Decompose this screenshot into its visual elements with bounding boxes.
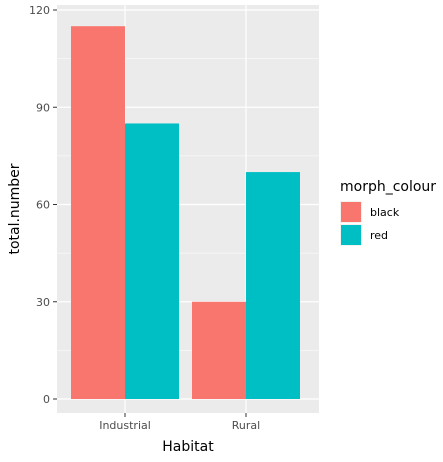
legend: morph_colour black red	[340, 179, 436, 246]
bar-industrial-black	[71, 26, 125, 399]
x-tick-label: Rural	[232, 419, 260, 432]
bar-rural-black	[192, 301, 246, 399]
y-tick-label: 120	[29, 4, 50, 17]
legend-label: black	[370, 206, 400, 219]
bars	[71, 26, 300, 399]
x-axis-title: Habitat	[162, 439, 214, 455]
y-axis-title: total.number	[7, 163, 23, 254]
y-tick-label: 0	[43, 393, 50, 406]
legend-title: morph_colour	[340, 179, 436, 195]
y-tick-label: 90	[36, 101, 50, 114]
bar-rural-red	[246, 172, 300, 399]
legend-items: black red	[340, 201, 400, 246]
bar-industrial-red	[125, 123, 179, 399]
y-tick-label: 60	[36, 199, 50, 212]
x-tick-label: Industrial	[99, 419, 151, 432]
y-axis: 0 30 60 90 120	[29, 4, 57, 406]
legend-label: red	[370, 229, 388, 242]
y-tick-label: 30	[36, 296, 50, 309]
legend-swatch-red	[341, 225, 361, 245]
x-axis: Industrial Rural	[99, 413, 260, 432]
legend-swatch-black	[341, 202, 361, 222]
